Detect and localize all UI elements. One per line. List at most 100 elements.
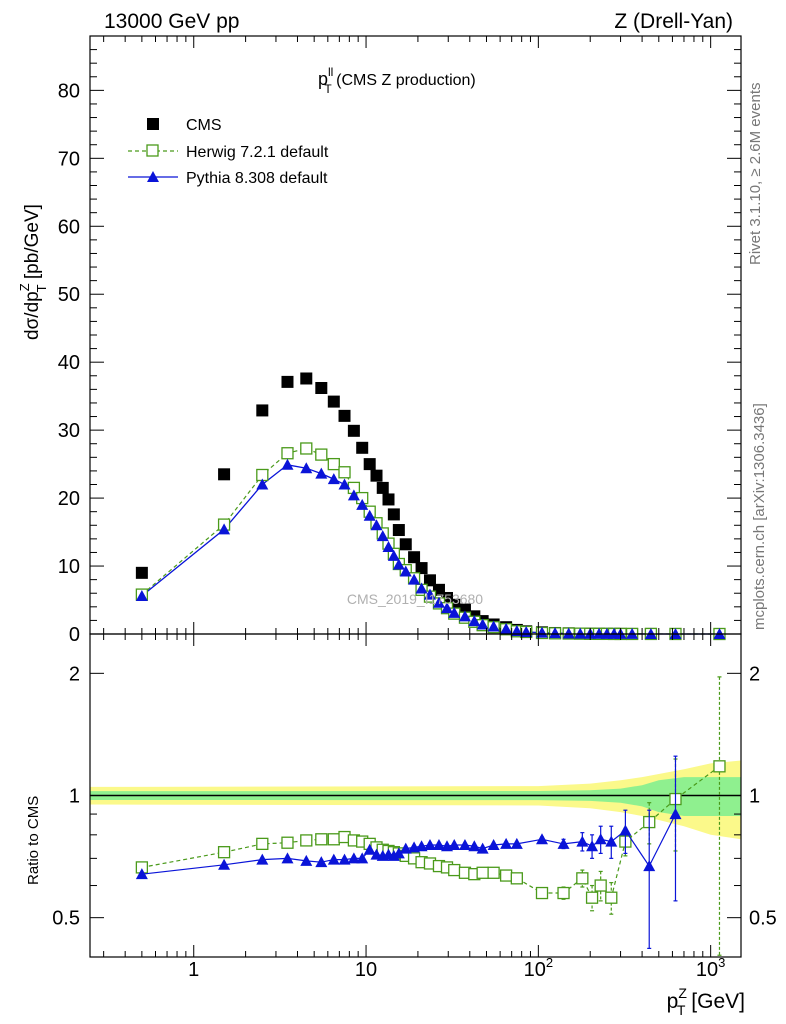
pythia-point — [315, 467, 328, 479]
herwig-ratio-point — [535, 886, 549, 900]
pythia-ratio-point — [135, 868, 148, 880]
pythia-ratio-point — [315, 856, 328, 868]
legend-marker-cms — [147, 118, 159, 130]
analysis-watermark: CMS_2019_I1753680 — [347, 591, 483, 607]
pythia-ratio-point — [557, 837, 570, 849]
herwig-ratio-point — [448, 863, 461, 877]
x-tick-label: 103 — [696, 955, 725, 981]
pythia-ratio-point — [458, 839, 471, 851]
cms-point — [327, 395, 340, 408]
pythia-ratio-point — [536, 833, 549, 845]
pythia-ratio-point — [423, 839, 436, 851]
herwig-point — [300, 442, 313, 455]
pythia-point — [448, 606, 461, 618]
herwig-point — [281, 447, 294, 460]
herwig-ratio-point — [217, 846, 231, 859]
pythia-point — [382, 541, 395, 553]
main-panel: 0 10 20 30 40 50 60 70 80 CMS_2019_I1753680 pll T… — [17, 35, 742, 646]
herwig-ratio-point — [557, 886, 570, 900]
pythia-point — [370, 519, 383, 531]
pythia-point — [574, 627, 587, 639]
legend-label-herwig: Herwig 7.2.1 default — [186, 144, 329, 161]
pythia-point — [562, 627, 575, 639]
ratio-y-tick-label-left: 0.5 — [52, 908, 80, 930]
pythia-ratio-point — [510, 837, 523, 849]
main-y-axis-label: dσ/dpZ T [pb/GeV] — [17, 204, 49, 340]
cms-point — [376, 481, 389, 494]
rivet-version-label: Rivet 3.1.10, ≥ 2.6M events — [747, 83, 764, 266]
energy-label: 13000 GeV pp — [104, 10, 239, 33]
x-axis-label: pZ T [GeV] — [667, 985, 745, 1018]
pythia-ratio-point — [586, 840, 599, 852]
herwig-point — [338, 466, 351, 479]
herwig-ratio-point — [281, 836, 294, 849]
pythia-ratio-point — [576, 835, 589, 847]
legend: CMS Herwig 7.2.1 default Pythia 8.308 de… — [128, 117, 329, 187]
ratio-axes: 1 10 102 103 0.5 0.5 1 1 2 2 — [52, 633, 777, 981]
main-y-tick-label: 50 — [58, 284, 80, 306]
pythia-ratio-point — [669, 808, 682, 820]
main-y-tick-label: 0 — [69, 624, 80, 646]
pythia-ratio-point — [256, 853, 269, 865]
main-y-tick-label: 80 — [58, 80, 80, 102]
pythia-point — [536, 626, 549, 638]
pythia-point — [135, 589, 148, 601]
herwig-ratio-point — [594, 879, 607, 892]
legend-item-pythia: Pythia 8.308 default — [128, 170, 328, 187]
x-tick-label: 10 — [355, 959, 377, 981]
pythia-point — [356, 498, 369, 510]
pythia-ratio-point — [468, 840, 481, 852]
herwig-ratio-point — [713, 760, 726, 773]
pythia-point — [500, 622, 513, 634]
ratio-y-tick-label-right: 0.5 — [749, 908, 777, 930]
legend-item-herwig: Herwig 7.2.1 default — [128, 144, 329, 161]
pythia-ratio-point — [356, 852, 369, 864]
pythia-point — [300, 462, 313, 474]
pythia-point — [476, 618, 489, 630]
pythia-line — [141, 464, 720, 635]
pythia-ratio-point — [448, 839, 461, 851]
herwig-ratio-point — [510, 872, 523, 885]
pythia-ratio-point — [487, 839, 500, 851]
pythia-ratio-point — [281, 852, 294, 864]
ratio-y-tick-label-right: 2 — [749, 663, 760, 685]
pythia-ratio-point — [392, 847, 405, 859]
pythia-ratio-point — [594, 833, 607, 845]
cms-point — [392, 524, 405, 537]
herwig-point — [327, 457, 340, 471]
cms-point — [382, 493, 395, 506]
pythia-point — [408, 573, 421, 585]
pythia-point — [376, 530, 389, 542]
herwig-ratio-point — [605, 891, 618, 904]
pythia-ratio-point — [619, 824, 632, 836]
cms-point — [218, 468, 231, 481]
pythia-point — [432, 596, 445, 608]
cms-point — [415, 562, 428, 575]
pythia-ratio-point — [218, 858, 231, 870]
cms-point — [347, 424, 360, 437]
ratio-y-tick-label-left: 1 — [69, 786, 80, 808]
cms-point — [399, 538, 412, 551]
pythia-point — [468, 615, 481, 627]
pythia-point — [387, 549, 400, 561]
main-y-tick-label: 60 — [58, 216, 80, 238]
herwig-ratio-point — [300, 834, 313, 847]
herwig-ratio-point — [327, 833, 340, 846]
pythia-point — [347, 489, 360, 501]
pythia-point — [363, 509, 376, 521]
herwig-ratio-point — [315, 833, 328, 846]
mcplots-label: mcplots.cern.ch [arXiv:1306.3436] — [751, 403, 768, 630]
pythia-point — [593, 627, 606, 639]
pythia-ratio-point — [327, 853, 340, 865]
x-tick-label: 1 — [188, 959, 199, 981]
x-tick-label: 102 — [524, 955, 553, 981]
pythia-ratio-point — [500, 837, 513, 849]
herwig-ratio-point — [576, 872, 589, 885]
pythia-point — [392, 558, 405, 570]
herwig-point — [315, 448, 328, 461]
main-y-tick-label: 40 — [58, 352, 80, 374]
cms-point — [135, 566, 148, 579]
pythia-point — [487, 620, 500, 632]
plot-title: pll T (CMS Z production) — [318, 65, 476, 96]
pythia-ratio-point — [415, 840, 428, 852]
